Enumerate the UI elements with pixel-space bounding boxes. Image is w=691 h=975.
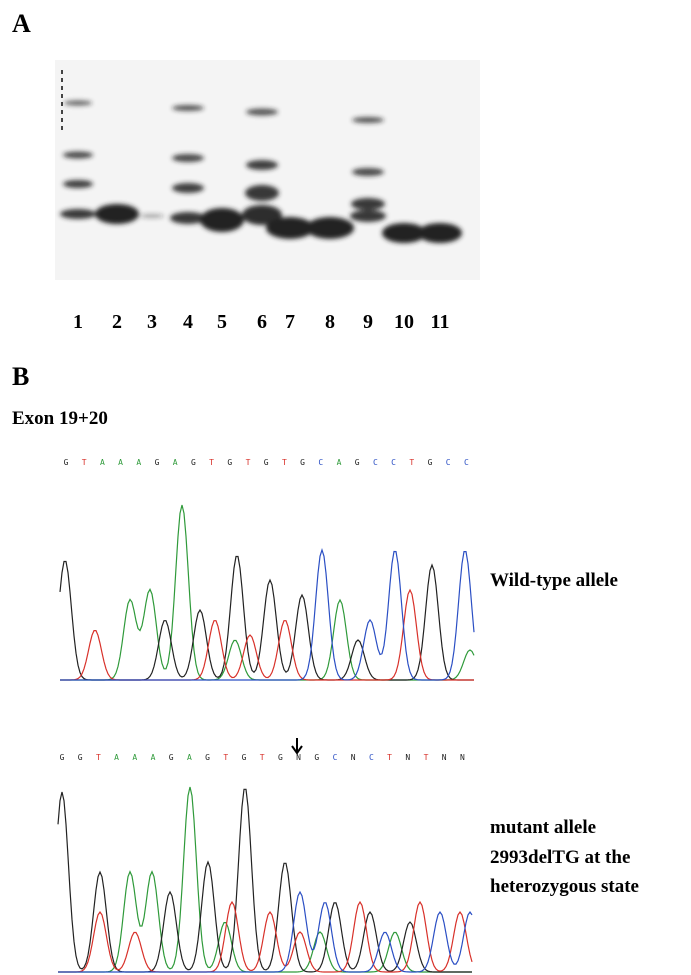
base-call: A bbox=[100, 458, 105, 467]
gel-band bbox=[60, 209, 96, 219]
base-call: G bbox=[227, 458, 232, 467]
base-call: C bbox=[373, 458, 378, 467]
base-call: T bbox=[424, 753, 429, 762]
base-call: N bbox=[405, 753, 410, 762]
lane-label: 9 bbox=[363, 311, 373, 333]
base-call: A bbox=[132, 753, 137, 762]
gel-band bbox=[351, 198, 385, 210]
base-call: G bbox=[78, 753, 83, 762]
lane-label: 4 bbox=[183, 311, 193, 333]
lane-label: 3 bbox=[147, 311, 157, 333]
base-call: T bbox=[82, 458, 87, 467]
trace bbox=[58, 787, 472, 972]
gel-band bbox=[352, 117, 384, 123]
base-call: C bbox=[391, 458, 396, 467]
base-call: C bbox=[464, 458, 469, 467]
base-call: T bbox=[260, 753, 265, 762]
base-call: T bbox=[387, 753, 392, 762]
base-call: G bbox=[300, 458, 305, 467]
base-call: T bbox=[246, 458, 251, 467]
base-call: A bbox=[118, 458, 123, 467]
gel-band bbox=[246, 160, 278, 170]
gel-band bbox=[418, 223, 462, 243]
base-call: C bbox=[318, 458, 323, 467]
gel-band bbox=[63, 180, 93, 188]
mutation-arrow bbox=[292, 738, 302, 753]
base-call: N bbox=[296, 753, 301, 762]
gel-band bbox=[172, 154, 204, 162]
gel-band bbox=[172, 183, 204, 193]
figure: A 1 2 3 4 5 67 8 9 10 11 B Exon 19+20 G T A A A G A G T G T… bbox=[0, 0, 691, 975]
base-call: T bbox=[96, 753, 101, 762]
gel-band bbox=[246, 109, 278, 116]
base-call: A bbox=[337, 458, 342, 467]
trace bbox=[58, 892, 472, 972]
base-call: G bbox=[64, 458, 69, 467]
gel-band bbox=[200, 208, 244, 232]
gel-band bbox=[172, 105, 204, 111]
lane-label: 11 bbox=[431, 311, 450, 333]
lane-label: 2 bbox=[112, 311, 122, 333]
trace bbox=[60, 557, 474, 681]
base-call: G bbox=[60, 753, 65, 762]
panel-label: B bbox=[12, 362, 29, 391]
base-call: T bbox=[209, 458, 214, 467]
base-call: N bbox=[460, 753, 465, 762]
lane-label: 1 bbox=[73, 311, 83, 333]
base-call: T bbox=[409, 458, 414, 467]
base-call: G bbox=[205, 753, 210, 762]
lane-label: 7 bbox=[285, 311, 295, 333]
lane-label: 6 bbox=[257, 311, 267, 333]
base-call: C bbox=[333, 753, 338, 762]
gel-band bbox=[140, 214, 164, 218]
mutant-label: 2993delTG at the bbox=[490, 847, 630, 868]
gel-band bbox=[64, 101, 92, 106]
mutant-label: heterozygous state bbox=[490, 876, 639, 897]
gel-band bbox=[306, 217, 354, 239]
panel-label: A bbox=[12, 9, 31, 38]
base-call: C bbox=[369, 753, 374, 762]
base-call: G bbox=[155, 458, 160, 467]
base-call: G bbox=[355, 458, 360, 467]
base-call: G bbox=[264, 458, 269, 467]
base-call: A bbox=[187, 753, 192, 762]
base-call: N bbox=[351, 753, 356, 762]
lane-label: 5 bbox=[217, 311, 227, 333]
gel-band bbox=[95, 204, 139, 224]
base-call: N bbox=[442, 753, 447, 762]
base-call: C bbox=[446, 458, 451, 467]
gel-band bbox=[352, 168, 384, 176]
base-call: A bbox=[114, 753, 119, 762]
trace bbox=[60, 550, 474, 680]
base-call: G bbox=[191, 458, 196, 467]
base-call: T bbox=[282, 458, 287, 467]
gel-band bbox=[245, 185, 279, 201]
lane-label: 8 bbox=[325, 311, 335, 333]
base-call: A bbox=[136, 458, 141, 467]
trace bbox=[58, 902, 472, 972]
gel-band bbox=[350, 210, 386, 222]
gel-band bbox=[63, 152, 93, 159]
base-call: A bbox=[173, 458, 178, 467]
base-call: T bbox=[223, 753, 228, 762]
trace bbox=[60, 590, 474, 680]
base-call: G bbox=[428, 458, 433, 467]
base-call: G bbox=[242, 753, 247, 762]
exon-label: Exon 19+20 bbox=[12, 408, 108, 429]
lane-label: 10 bbox=[394, 311, 414, 333]
base-call: A bbox=[151, 753, 156, 762]
base-call: G bbox=[278, 753, 283, 762]
base-call: G bbox=[169, 753, 174, 762]
mutant-label: mutant allele bbox=[490, 817, 596, 838]
wild-type-label: Wild-type allele bbox=[490, 570, 618, 591]
base-call: G bbox=[314, 753, 319, 762]
gel bbox=[55, 60, 480, 280]
